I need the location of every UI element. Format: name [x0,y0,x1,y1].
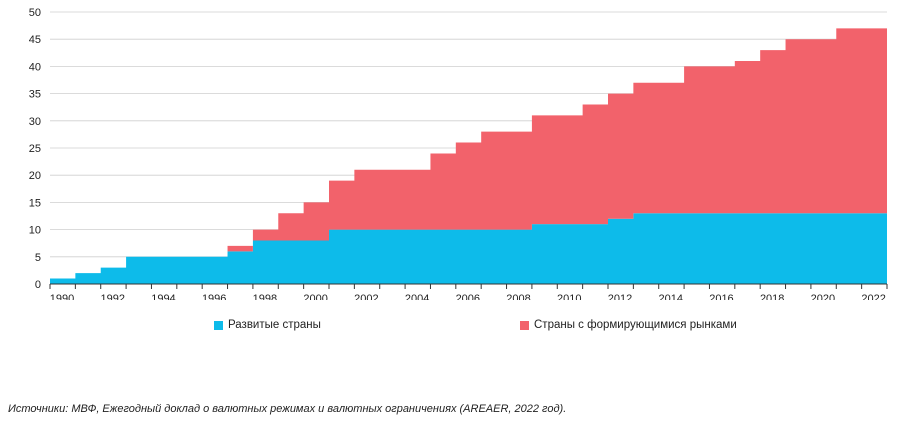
x-tick-label: 2010 [557,293,581,300]
x-tick-label: 1992 [100,293,124,300]
legend-item-developed: Развитые страны [214,319,321,331]
y-tick-label: 50 [29,7,41,19]
x-tick-label: 1996 [202,293,226,300]
x-tick-label: 1990 [50,293,74,300]
area-series [50,28,887,284]
y-tick-label: 10 [29,225,41,237]
y-tick-label: 0 [35,279,41,291]
y-tick-label: 25 [29,143,41,155]
y-tick-label: 30 [29,116,41,128]
x-tick-label: 2022 [861,293,885,300]
x-tick-label: 1998 [253,293,277,300]
y-tick-label: 40 [29,61,41,73]
y-tick-label: 15 [29,197,41,209]
legend-label-developed: Развитые страны [228,319,321,331]
area-series-developed [50,213,887,284]
area-series-emerging [50,28,887,279]
x-tick-label: 2016 [709,293,733,300]
y-tick-label: 5 [35,252,41,264]
x-axis-ticks: 1990 1992 1994 1996 1998 2000 2002 2004 2006 2008… [49,284,888,300]
x-tick-label: 2020 [811,293,835,300]
x-tick-label: 2008 [506,293,530,300]
legend-swatch-developed [214,320,223,330]
x-tick-label: 1994 [151,293,175,300]
legend-swatch-emerging [520,320,529,330]
x-tick-label: 2004 [405,293,429,300]
legend-label-emerging: Страны с формирующимися рынками [534,319,737,331]
y-axis-ticks: 0 5 10 15 20 25 30 35 40 45 50 [29,7,41,291]
x-tick-label: 2006 [456,293,480,300]
x-tick-label: 2014 [658,293,682,300]
y-tick-label: 45 [29,34,41,46]
x-tick-label: 2012 [608,293,632,300]
y-tick-label: 20 [29,170,41,182]
x-tick-label: 2002 [354,293,378,300]
x-tick-label: 2018 [760,293,784,300]
legend-item-emerging: Страны с формирующимися рынками [520,319,737,331]
y-tick-label: 35 [29,89,41,101]
source-note: Источники: МВФ, Ежегодный доклад о валют… [8,403,567,415]
x-tick-label: 2000 [303,293,327,300]
